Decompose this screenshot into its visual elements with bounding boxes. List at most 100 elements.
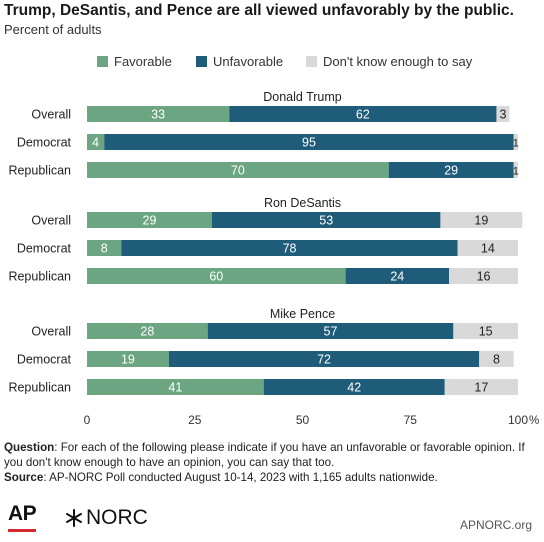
legend-label-favorable: Favorable bbox=[114, 54, 172, 69]
bar-ron-desantis-democrat-don-t-know-enough-to-say bbox=[457, 240, 518, 256]
bar-donald-trump-democrat-don-t-know-enough-to-say bbox=[513, 134, 518, 150]
data-label-donald-trump-democrat-favorable: 4 bbox=[92, 136, 99, 150]
legend-swatch-unfavorable bbox=[196, 56, 207, 67]
bar-ron-desantis-republican-unfavorable bbox=[345, 268, 450, 284]
bar-ron-desantis-overall-favorable bbox=[87, 212, 212, 228]
data-label-mike-pence-democrat-don-t-know-enough-to-say: 8 bbox=[493, 353, 500, 367]
row-label-overall: Overall bbox=[31, 214, 71, 228]
x-tick-label-50: 50 bbox=[296, 413, 310, 427]
bar-ron-desantis-republican-favorable bbox=[87, 268, 346, 284]
data-label-ron-desantis-republican-unfavorable: 24 bbox=[390, 270, 404, 284]
chart-legend: Favorable Unfavorable Don't know enough … bbox=[0, 54, 544, 69]
chart-title: Trump, DeSantis, and Pence are all viewe… bbox=[4, 2, 514, 19]
data-label-ron-desantis-republican-favorable: 60 bbox=[209, 270, 223, 284]
ap-logo-text: AP bbox=[8, 502, 37, 525]
norc-star-icon bbox=[66, 509, 82, 527]
data-label-mike-pence-democrat-unfavorable: 72 bbox=[317, 353, 331, 367]
data-label-donald-trump-democrat-unfavorable: 95 bbox=[302, 136, 316, 150]
data-label-donald-trump-overall-favorable: 33 bbox=[151, 108, 165, 122]
chart-subtitle: Percent of adults bbox=[4, 22, 102, 37]
data-label-mike-pence-overall-don-t-know-enough-to-say: 15 bbox=[479, 325, 493, 339]
bar-donald-trump-democrat-unfavorable bbox=[104, 134, 514, 150]
bar-mike-pence-republican-unfavorable bbox=[263, 379, 445, 395]
x-axis-unit: % bbox=[529, 415, 539, 427]
data-label-mike-pence-overall-unfavorable: 57 bbox=[324, 325, 338, 339]
legend-item-unfavorable: Unfavorable bbox=[196, 54, 283, 69]
data-label-donald-trump-republican-favorable: 70 bbox=[231, 164, 245, 178]
data-label-donald-trump-overall-unfavorable: 62 bbox=[356, 108, 370, 122]
row-label-overall: Overall bbox=[31, 325, 71, 339]
bar-donald-trump-democrat-favorable bbox=[87, 134, 105, 150]
bar-donald-trump-republican-favorable bbox=[87, 162, 389, 178]
data-label-ron-desantis-overall-unfavorable: 53 bbox=[319, 214, 333, 228]
bar-ron-desantis-democrat-unfavorable bbox=[121, 240, 458, 256]
x-tick-label-100: 100 bbox=[508, 413, 528, 427]
question-label: Question bbox=[4, 441, 55, 454]
data-label-ron-desantis-overall-don-t-know-enough-to-say: 19 bbox=[474, 214, 488, 228]
row-label-republican: Republican bbox=[8, 381, 71, 395]
bar-donald-trump-republican-don-t-know-enough-to-say bbox=[513, 162, 518, 178]
bar-mike-pence-republican-don-t-know-enough-to-say bbox=[444, 379, 518, 395]
bar-donald-trump-republican-unfavorable bbox=[388, 162, 514, 178]
bar-ron-desantis-overall-don-t-know-enough-to-say bbox=[440, 212, 523, 228]
x-tick-label-25: 25 bbox=[188, 413, 202, 427]
data-label-mike-pence-overall-favorable: 28 bbox=[140, 325, 154, 339]
row-label-republican: Republican bbox=[8, 270, 71, 284]
bar-donald-trump-overall-favorable bbox=[87, 106, 230, 122]
stacked-bar-chart: Donald Trump Overall 33 62 3 Democrat 4 95 1 Repu… bbox=[8, 90, 539, 427]
norc-logo: NORC bbox=[64, 504, 148, 532]
bar-mike-pence-democrat-unfavorable bbox=[168, 351, 480, 367]
row-label-democrat: Democrat bbox=[17, 136, 72, 150]
ap-logo: AP bbox=[8, 502, 44, 536]
data-label-donald-trump-republican-unfavorable: 29 bbox=[444, 164, 458, 178]
source-text: : AP-NORC Poll conducted August 10-14, 2… bbox=[43, 471, 438, 484]
bar-mike-pence-democrat-don-t-know-enough-to-say bbox=[479, 351, 514, 367]
bar-donald-trump-overall-unfavorable bbox=[229, 106, 497, 122]
row-label-democrat: Democrat bbox=[17, 242, 72, 256]
footnote-question: Question: For each of the following plea… bbox=[4, 440, 540, 470]
data-label-donald-trump-republican-don-t-know-enough-to-say: 1 bbox=[513, 166, 519, 178]
x-tick-label-0: 0 bbox=[84, 413, 91, 427]
chart-footnote: Question: For each of the following plea… bbox=[4, 440, 540, 485]
data-label-donald-trump-overall-don-t-know-enough-to-say: 3 bbox=[499, 108, 506, 122]
source-label: Source bbox=[4, 471, 44, 484]
bar-mike-pence-overall-unfavorable bbox=[207, 323, 454, 339]
bar-ron-desantis-republican-don-t-know-enough-to-say bbox=[449, 268, 518, 284]
bar-mike-pence-overall-don-t-know-enough-to-say bbox=[453, 323, 518, 339]
legend-swatch-favorable bbox=[97, 56, 108, 67]
question-text: : For each of the following please indic… bbox=[4, 441, 525, 469]
bar-ron-desantis-democrat-favorable bbox=[87, 240, 122, 256]
group-title-ron-desantis: Ron DeSantis bbox=[264, 196, 341, 210]
data-label-ron-desantis-overall-favorable: 29 bbox=[143, 214, 157, 228]
bar-mike-pence-democrat-favorable bbox=[87, 351, 169, 367]
row-label-republican: Republican bbox=[8, 164, 71, 178]
bar-mike-pence-republican-favorable bbox=[87, 379, 264, 395]
row-label-democrat: Democrat bbox=[17, 353, 72, 367]
data-label-ron-desantis-democrat-favorable: 8 bbox=[101, 242, 108, 256]
footer: AP NORC APNORC.org bbox=[0, 498, 544, 542]
legend-label-unfavorable: Unfavorable bbox=[213, 54, 284, 69]
data-label-ron-desantis-democrat-unfavorable: 78 bbox=[283, 242, 297, 256]
bar-mike-pence-overall-favorable bbox=[87, 323, 208, 339]
legend-item-dont-know: Don't know enough to say bbox=[306, 54, 472, 69]
data-label-donald-trump-democrat-don-t-know-enough-to-say: 1 bbox=[513, 138, 519, 150]
group-title-mike-pence: Mike Pence bbox=[270, 307, 335, 321]
group-title-donald-trump: Donald Trump bbox=[263, 90, 342, 104]
x-tick-label-75: 75 bbox=[404, 413, 418, 427]
row-label-overall: Overall bbox=[31, 108, 71, 122]
data-label-ron-desantis-democrat-don-t-know-enough-to-say: 14 bbox=[481, 242, 495, 256]
legend-item-favorable: Favorable bbox=[97, 54, 172, 69]
ap-logo-underline bbox=[8, 529, 36, 532]
data-label-ron-desantis-republican-don-t-know-enough-to-say: 16 bbox=[477, 270, 491, 284]
footnote-source: Source: AP-NORC Poll conducted August 10… bbox=[4, 470, 540, 485]
data-label-mike-pence-republican-favorable: 41 bbox=[168, 381, 182, 395]
norc-logo-text: NORC bbox=[86, 506, 148, 529]
bar-donald-trump-overall-don-t-know-enough-to-say bbox=[496, 106, 510, 122]
site-link[interactable]: APNORC.org bbox=[459, 518, 532, 532]
legend-label-dont-know: Don't know enough to say bbox=[323, 54, 473, 69]
bar-ron-desantis-overall-unfavorable bbox=[211, 212, 441, 228]
data-label-mike-pence-republican-unfavorable: 42 bbox=[347, 381, 361, 395]
legend-swatch-dont-know bbox=[306, 56, 317, 67]
data-label-mike-pence-democrat-favorable: 19 bbox=[121, 353, 135, 367]
data-label-mike-pence-republican-don-t-know-enough-to-say: 17 bbox=[474, 381, 488, 395]
